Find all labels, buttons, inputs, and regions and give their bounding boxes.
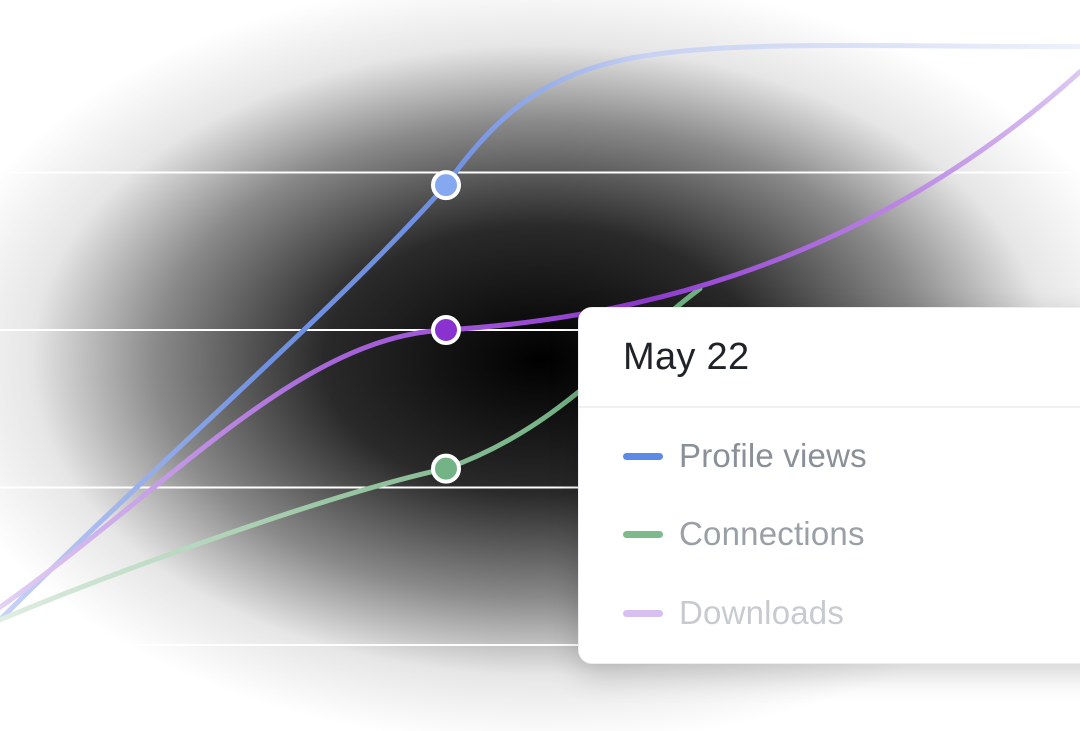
hover-points xyxy=(431,170,461,484)
legend-swatch-profile-views xyxy=(623,452,663,460)
legend-swatch-downloads xyxy=(623,609,663,617)
tooltip-item-profile-views: Profile views xyxy=(623,436,867,476)
legend-label-profile-views: Profile views xyxy=(679,437,867,474)
tooltip-item-downloads: Downloads xyxy=(623,593,844,633)
point-profile-views[interactable] xyxy=(431,170,461,201)
legend-label-connections: Connections xyxy=(679,515,865,552)
point-downloads[interactable] xyxy=(431,315,461,345)
point-connections[interactable] xyxy=(431,453,461,484)
tooltip-header: May 22 xyxy=(579,308,1080,408)
tooltip-item-connections: Connections xyxy=(623,514,865,554)
tooltip-date: May 22 xyxy=(623,335,750,378)
legend-swatch-connections xyxy=(623,530,663,538)
legend-label-downloads: Downloads xyxy=(679,594,845,631)
chart-tooltip: May 22 Profile views Connections Downloa… xyxy=(578,307,1080,664)
